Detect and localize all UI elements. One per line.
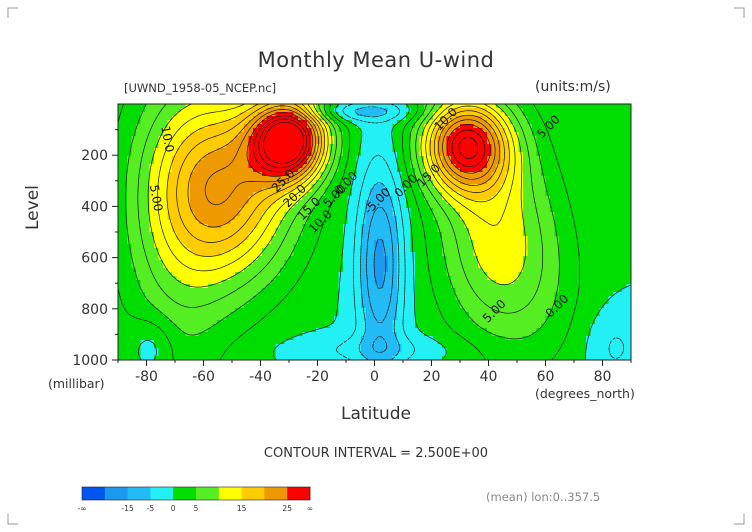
mean-label: (mean) lon:0..357.5 — [486, 490, 601, 504]
colorbar: -∞ -15 -5 0 5 15 25 ∞ — [78, 486, 313, 513]
colorbar-tick-label: 0 — [171, 504, 176, 513]
y-axis-title: Level — [23, 185, 43, 230]
x-tick-label: 20 — [423, 369, 441, 385]
x-tick-label: -20 — [306, 369, 329, 385]
corner-mark-tl — [7, 7, 18, 18]
x-tick-label: -40 — [249, 369, 272, 385]
colorbar-swatch — [287, 487, 311, 500]
colorbar-tick-label: -∞ — [78, 504, 87, 513]
y-tick-label: 600 — [81, 251, 108, 267]
x-axis: -80 -60 -40 -20 0 20 40 60 80 — [117, 360, 632, 385]
contour-label: 5.00 — [147, 184, 165, 213]
colorbar-tick-label: 15 — [237, 504, 247, 513]
u-wind-field — [118, 104, 631, 360]
units-label: (units:m/s) — [535, 79, 611, 95]
corner-mark-bl — [7, 514, 18, 525]
colorbar-swatch — [82, 487, 106, 500]
y-tick-label: 200 — [81, 148, 108, 164]
colorbar-swatch — [104, 487, 128, 500]
y-tick-label: 800 — [81, 302, 108, 318]
colorbar-swatch — [264, 487, 288, 500]
colorbar-tick-label: 25 — [282, 504, 292, 513]
y-tick-label: 1000 — [72, 353, 108, 369]
corner-mark-tr — [734, 7, 745, 18]
x-tick-label: 80 — [594, 369, 612, 385]
contour-interval-label: CONTOUR INTERVAL = 2.500E+00 — [263, 446, 489, 461]
y-axis: 200 400 600 800 1000 — [72, 129, 118, 369]
colorbar-swatch — [241, 487, 265, 500]
x-tick-label: 60 — [537, 369, 555, 385]
chart-title: Monthly Mean U-wind — [257, 48, 495, 72]
colorbar-tick-label: -15 — [121, 504, 133, 513]
corner-mark-br — [734, 514, 745, 525]
colorbar-tick-label: 5 — [194, 504, 199, 513]
file-label: [UWND_1958-05_NCEP.nc] — [124, 81, 277, 95]
x-tick-label: -80 — [135, 369, 158, 385]
colorbar-swatch — [196, 487, 220, 500]
colorbar-swatch — [173, 487, 197, 500]
x-axis-title: Latitude — [341, 404, 411, 424]
colorbar-swatch — [218, 487, 242, 500]
colorbar-tick-label: ∞ — [307, 504, 313, 513]
contour-lines — [118, 104, 631, 360]
x-axis-unit: (degrees_north) — [535, 386, 635, 401]
x-tick-label: 40 — [480, 369, 498, 385]
contour-label: 10.0 — [158, 125, 176, 154]
colorbar-frame — [81, 486, 311, 501]
colorbar-swatch — [127, 487, 151, 500]
x-tick-label: 0 — [370, 369, 379, 385]
y-axis-unit: (millibar) — [48, 376, 105, 391]
colorbar-tick-label: -5 — [147, 504, 155, 513]
x-tick-label: -60 — [192, 369, 215, 385]
y-tick-label: 400 — [81, 199, 108, 215]
colorbar-swatch — [150, 487, 174, 500]
